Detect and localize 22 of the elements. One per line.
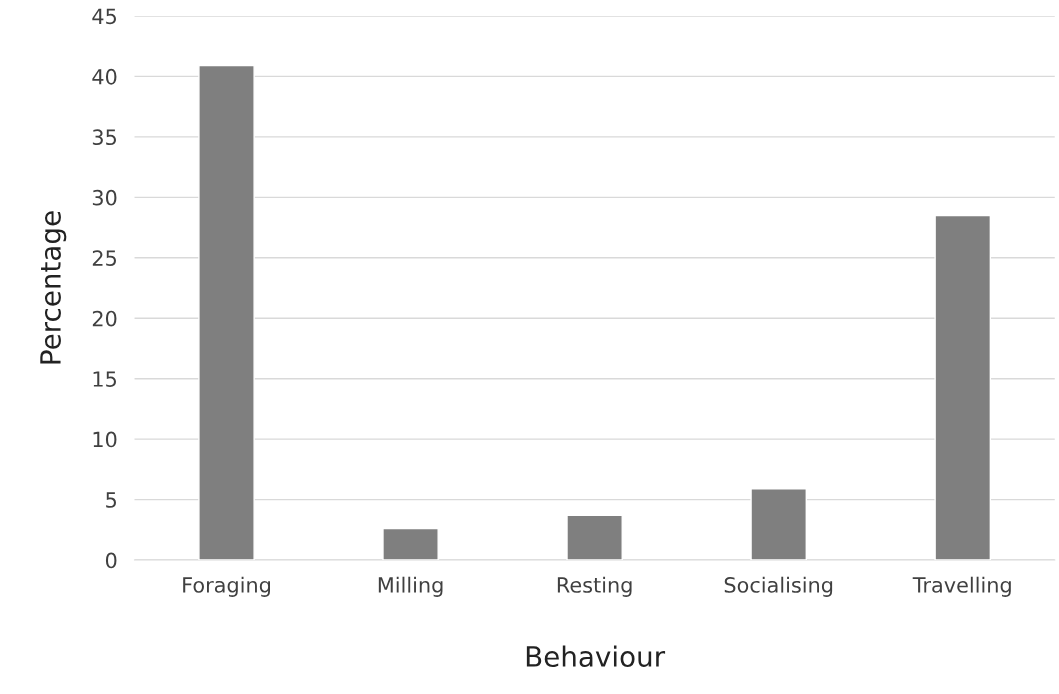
x-tick-label: Socialising [724,576,833,597]
bar [198,64,255,561]
y-tick-label: 40 [92,68,117,85]
bar [934,214,992,561]
x-tick-label: Resting [557,576,632,597]
x-tick-label: Foraging [183,576,270,597]
x-axis-title: Behaviour [526,645,666,667]
bar [566,514,623,561]
y-tick-label: 20 [92,310,117,327]
y-tick-label: 35 [92,129,117,146]
x-tick-label: Milling [378,576,443,597]
y-tick-label: 15 [93,371,117,387]
y-tick-label: 25 [92,250,117,266]
y-tick-label: 45 [92,8,117,25]
y-tick-label: 0 [105,552,117,569]
x-tick-label: Travelling [912,576,1011,597]
y-tick-label: 30 [92,189,117,206]
bar [382,527,439,561]
y-tick-label: 10 [93,431,117,448]
bar [750,488,807,561]
y-axis-title: Percentage [40,211,67,364]
y-tick-label: 5 [106,492,117,508]
